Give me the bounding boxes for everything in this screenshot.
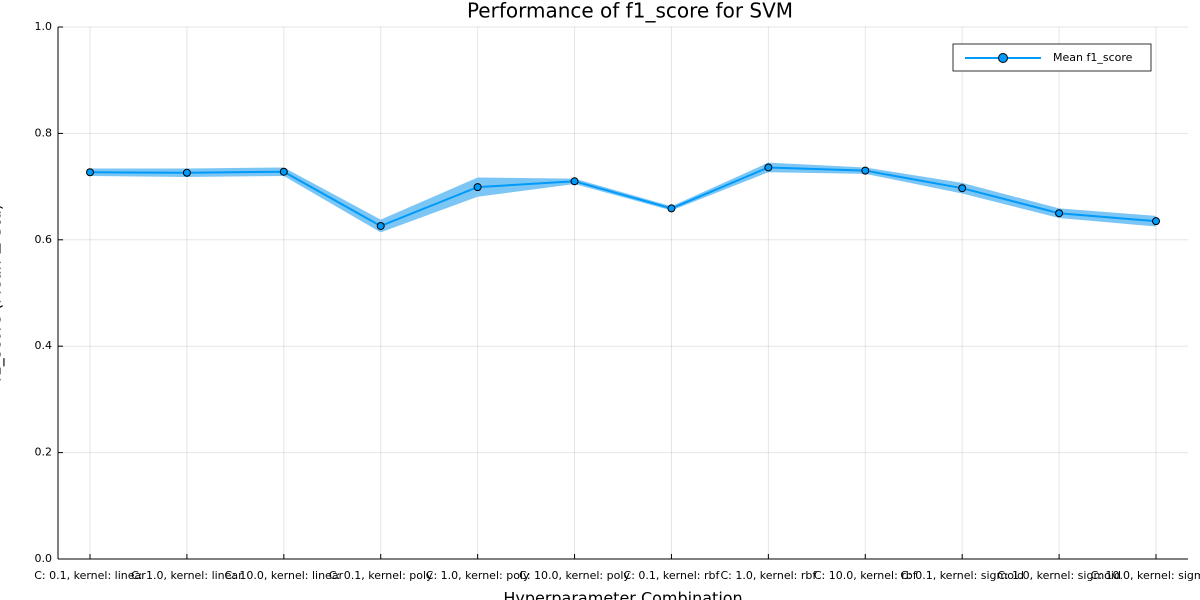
x-tick-label: C: 10.0, kernel: poly bbox=[519, 569, 630, 582]
point bbox=[1055, 209, 1064, 218]
point bbox=[958, 184, 967, 193]
y-tick-label: 0.2 bbox=[35, 446, 53, 459]
x-tick-label: C: 1.0, kernel: rbf bbox=[720, 569, 817, 582]
point bbox=[1152, 217, 1160, 226]
y-axis-label: f1_score (Mean ± Std) bbox=[0, 204, 6, 382]
legend-marker bbox=[998, 53, 1008, 63]
x-tick-label: C: 0.1, kernel: poly bbox=[329, 569, 433, 582]
point bbox=[182, 168, 191, 177]
point bbox=[86, 168, 94, 177]
y-tick-label: 1.0 bbox=[35, 20, 53, 33]
x-tick-label: C: 0.1, kernel: linear bbox=[34, 569, 146, 582]
point bbox=[764, 163, 773, 172]
point bbox=[667, 204, 676, 213]
y-tick-label: 0.8 bbox=[35, 126, 53, 139]
point bbox=[570, 177, 579, 186]
error-band bbox=[90, 162, 1156, 233]
x-tick-label: C: 1.0, kernel: poly bbox=[426, 569, 530, 582]
x-axis-label: Hyperparameter Combination bbox=[503, 589, 742, 600]
point bbox=[861, 166, 870, 175]
y-tick-label: 0.0 bbox=[35, 552, 53, 565]
x-tick-label: C: 1.0, kernel: linear bbox=[131, 569, 243, 582]
y-tick-label: 0.4 bbox=[35, 339, 53, 352]
point bbox=[376, 221, 385, 230]
x-tick-label: C: 10.0, kernel: sigmoid bbox=[1091, 569, 1200, 582]
x-tick-label: C: 0.1, kernel: rbf bbox=[624, 569, 721, 582]
point bbox=[279, 167, 288, 176]
x-tick-label: C: 0.1, kernel: sigmoid bbox=[900, 569, 1024, 582]
legend-label: Mean f1_score bbox=[1053, 51, 1133, 64]
chart-title: Performance of f1_score for SVM bbox=[467, 0, 793, 23]
x-tick-label: C: 1.0, kernel: sigmoid bbox=[997, 569, 1121, 582]
point bbox=[473, 183, 482, 192]
x-tick-label: C: 10.0, kernel: linear bbox=[225, 569, 344, 582]
line bbox=[89, 166, 1157, 228]
y-tick-label: 0.6 bbox=[35, 233, 53, 246]
x-tick-label: C: 10.0, kernel: rbf bbox=[814, 569, 918, 582]
